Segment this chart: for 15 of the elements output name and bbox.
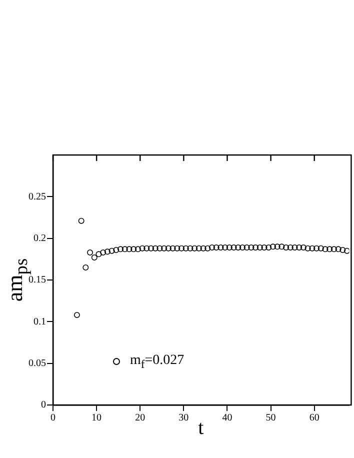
y-tick-label: 0.1 (34, 316, 46, 328)
x-tick-label: 50 (266, 412, 276, 424)
x-axis-title: t (198, 417, 204, 440)
x-tick-label: 20 (135, 412, 146, 424)
legend-label: m$_{f}$=0.027 (130, 353, 184, 371)
y-tick-label: 0.05 (28, 358, 46, 369)
x-tick-label: 10 (92, 412, 102, 424)
x-tick-label: 0 (50, 412, 56, 424)
y-tick-label: 0.25 (28, 191, 46, 202)
x-tick-label: 30 (178, 412, 189, 424)
y-tick-label: 0 (41, 400, 46, 411)
x-tick-label: 60 (309, 412, 320, 424)
x-tick-label: 40 (222, 412, 232, 424)
y-tick-label: 0.2 (34, 232, 46, 244)
y-tick-label: 0.15 (28, 274, 46, 286)
